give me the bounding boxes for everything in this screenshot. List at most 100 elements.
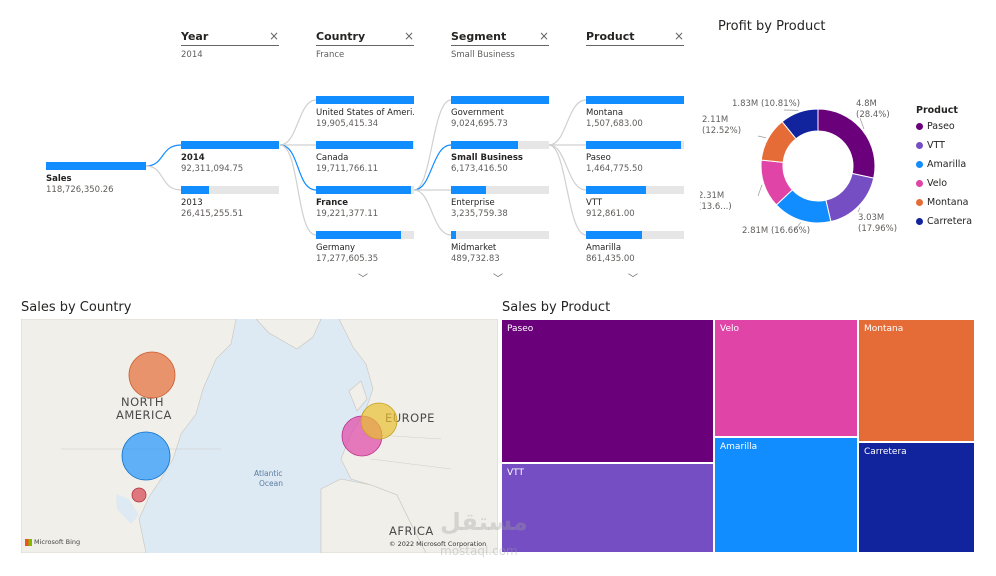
expand-chevron-icon[interactable]: ﹀ xyxy=(628,274,638,285)
node-name: 2013 xyxy=(181,198,203,208)
bubble-canada[interactable] xyxy=(128,351,176,399)
node-value: 9,024,695.73 xyxy=(451,119,508,129)
donut-leader-line xyxy=(757,184,763,197)
legend-label: Carretera xyxy=(927,216,973,227)
watermark-arabic: مستقل xyxy=(440,508,528,536)
level-filter: 2014 xyxy=(181,50,203,60)
node-name: France xyxy=(316,198,349,208)
tree-node[interactable]: United States of Ameri... 19,905,415.34 xyxy=(316,96,414,129)
treemap-tile[interactable]: Montana xyxy=(858,319,975,442)
legend-label: Paseo xyxy=(927,121,955,132)
treemap-tile[interactable]: Amarilla xyxy=(714,437,858,553)
tree-root-value: 118,726,350.26 xyxy=(46,185,114,195)
donut-slice-carretera[interactable] xyxy=(781,108,819,140)
level-filter: Small Business xyxy=(451,50,515,60)
node-name: Paseo xyxy=(586,153,611,163)
node-value: 6,173,416.50 xyxy=(451,164,508,174)
donut-chart: 4.8M (28.4%) 3.03M (17.96%) 2.81M (16.66%) 2.… xyxy=(700,99,897,236)
map-label-america: AMERICA xyxy=(116,408,172,422)
tree-node[interactable]: Government 9,024,695.73 xyxy=(451,96,549,129)
bubble-germany[interactable] xyxy=(360,402,398,440)
tree-node[interactable]: Montana 1,507,683.00 xyxy=(586,96,684,129)
bubble-usa[interactable] xyxy=(121,431,171,481)
close-icon[interactable]: × xyxy=(538,29,549,43)
node-name: Canada xyxy=(316,153,349,163)
donut-data-label: 3.03M (17.96%) xyxy=(858,213,897,234)
donut-leader-line xyxy=(757,135,767,139)
microsoft-logo-icon xyxy=(25,538,32,546)
node-value: 912,861.00 xyxy=(586,209,635,219)
legend-item-vtt[interactable]: VTT xyxy=(916,140,945,151)
legend-dot-icon xyxy=(916,161,923,168)
tree-node[interactable]: Paseo 1,464,775.50 xyxy=(586,141,684,174)
map-title: Sales by Country xyxy=(21,300,132,315)
node-name: Montana xyxy=(586,108,624,118)
expand-chevron-icon[interactable]: ﹀ xyxy=(358,274,368,285)
node-value: 17,277,605.35 xyxy=(316,254,379,264)
donut-leader-line xyxy=(859,117,865,130)
legend-label: Velo xyxy=(927,178,948,189)
tree-root-label: Sales xyxy=(46,174,72,184)
treemap-tile[interactable]: Carretera xyxy=(858,442,975,553)
node-value: 19,905,415.34 xyxy=(316,119,379,129)
level-header-year: Year × 2014 xyxy=(181,29,279,60)
tree-node[interactable]: Midmarket 489,732.83 xyxy=(451,231,549,264)
level-filter: France xyxy=(316,50,345,60)
tile-label: Montana xyxy=(864,324,904,334)
expand-chevron-icon[interactable]: ﹀ xyxy=(493,274,503,285)
close-icon[interactable]: × xyxy=(673,29,684,43)
donut-leader-line xyxy=(794,222,802,231)
tree-node[interactable]: Amarilla 861,435.00 xyxy=(586,231,684,264)
legend-item-paseo[interactable]: Paseo xyxy=(916,121,955,132)
tree-node[interactable]: VTT 912,861.00 xyxy=(586,186,684,219)
legend-item-montana[interactable]: Montana xyxy=(916,197,968,208)
legend-label: Amarilla xyxy=(927,159,967,170)
donut-legend-title: Product xyxy=(916,105,958,116)
level-header-product: Product × xyxy=(586,29,684,50)
tree-node[interactable]: 2013 26,415,255.51 xyxy=(181,186,279,219)
node-name: Small Business xyxy=(451,153,523,163)
close-icon[interactable]: × xyxy=(268,29,279,43)
legend-item-velo[interactable]: Velo xyxy=(916,178,947,189)
node-name: 2014 xyxy=(181,153,205,163)
legend-item-amarilla[interactable]: Amarilla xyxy=(916,159,966,170)
map-label-atlantic: Atlantic xyxy=(254,469,283,478)
node-name: Amarilla xyxy=(586,243,622,253)
close-icon[interactable]: × xyxy=(403,29,414,43)
product-treemap: Paseo VTT Velo Amarilla Montana Carreter… xyxy=(501,319,975,553)
donut-data-label: 2.31M (13.6...) xyxy=(700,191,732,212)
treemap-tile[interactable]: Paseo xyxy=(501,319,714,463)
tree-node[interactable]: 2014 92,311,094.75 xyxy=(181,141,279,174)
sales-map[interactable]: NORTH AMERICA EUROPE AFRICA Atlantic Oce… xyxy=(21,319,498,553)
tree-node[interactable]: Enterprise 3,235,759.38 xyxy=(451,186,549,219)
donut-data-label: 1.83M (10.81%) xyxy=(732,99,800,109)
donut-title: Profit by Product xyxy=(718,19,826,34)
bubble-mexico[interactable] xyxy=(131,487,147,503)
tree-root-node[interactable]: Sales 118,726,350.26 xyxy=(46,162,146,195)
legend-dot-icon xyxy=(916,180,923,187)
node-name: Government xyxy=(451,108,505,118)
donut-data-label: 2.11M (12.52%) xyxy=(702,115,741,136)
level-title: Country xyxy=(316,30,366,43)
map-bubbles xyxy=(121,351,398,503)
legend-dot-icon xyxy=(916,218,923,225)
legend-dot-icon xyxy=(916,123,923,130)
legend-label: VTT xyxy=(927,140,945,151)
tree-node[interactable]: Canada 19,711,766.11 xyxy=(316,141,414,174)
level-title: Year xyxy=(181,30,209,43)
legend-label: Montana xyxy=(927,197,969,208)
tree-node[interactable]: Germany 17,277,605.35 xyxy=(316,231,414,264)
watermark-latin: mostaql.com xyxy=(440,544,518,558)
treemap-tile[interactable]: Velo xyxy=(714,319,858,437)
treemap-tile[interactable]: VTT xyxy=(501,463,714,553)
legend-item-carretera[interactable]: Carretera xyxy=(916,216,972,227)
tree-node[interactable]: France 19,221,377.11 xyxy=(316,186,414,219)
node-value: 19,221,377.11 xyxy=(316,209,379,219)
tile-label: VTT xyxy=(507,468,524,478)
node-value: 861,435.00 xyxy=(586,254,635,264)
donut-data-label: 4.8M (28.4%) xyxy=(856,99,890,120)
donut-leader-line xyxy=(857,207,861,213)
tree-node[interactable]: Small Business 6,173,416.50 xyxy=(451,141,549,174)
map-attribution: © 2022 Microsoft Corporation xyxy=(389,540,487,548)
bing-logo-text: Microsoft Bing xyxy=(34,538,81,546)
